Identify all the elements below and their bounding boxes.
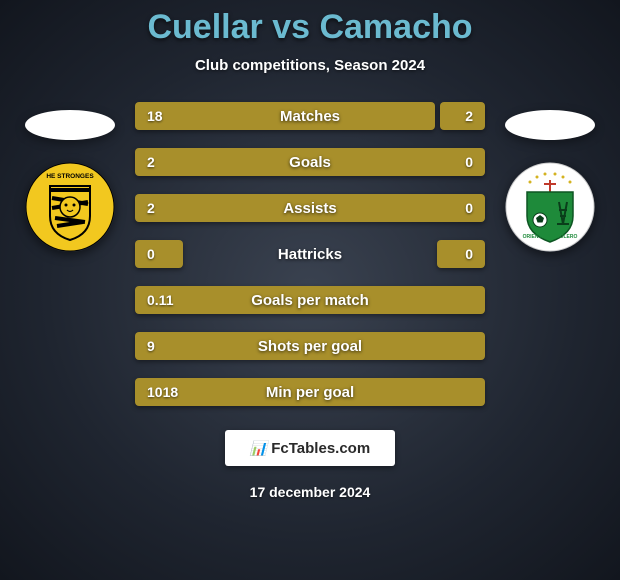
stat-bar-full: 0.11 xyxy=(135,286,485,314)
player-right-silhouette xyxy=(505,110,595,140)
comparison-subtitle: Club competitions, Season 2024 xyxy=(0,57,620,74)
stat-row: 20Assists xyxy=(135,194,485,222)
infographic-date: 17 december 2024 xyxy=(0,484,620,500)
stat-row: 1018Min per goal xyxy=(135,378,485,406)
stat-value-left: 0.11 xyxy=(147,292,173,308)
stat-bar-right: 2 xyxy=(440,102,485,130)
stat-value-right: 2 xyxy=(465,108,473,124)
stat-row: 0 0Hattricks xyxy=(135,240,485,268)
stat-bar-left: 18 xyxy=(135,102,435,130)
stat-row: 9Shots per goal xyxy=(135,332,485,360)
oriente-petrolero-badge: ORIENTE PETROLERO xyxy=(505,162,595,252)
stat-row: 0.11Goals per match xyxy=(135,286,485,314)
player-right-col: ORIENTE PETROLERO xyxy=(495,102,605,252)
stat-label: Hattricks xyxy=(135,246,485,263)
badge-left-text: HE STRONGES xyxy=(46,173,94,180)
chart-icon: 📊 xyxy=(250,440,267,457)
badge-right-text: ORIENTE PETROLERO xyxy=(523,234,578,240)
stat-bar-left: 0 xyxy=(135,240,183,268)
stat-value-left: 2 xyxy=(147,200,155,216)
stat-bar-full: 20 xyxy=(135,148,485,176)
footer-brand-text: FcTables.com xyxy=(271,440,370,457)
comparison-title: Cuellar vs Camacho xyxy=(0,8,620,47)
player-left-col: HE STRONGES xyxy=(15,102,125,252)
stat-value-right: 0 xyxy=(465,246,473,262)
stat-value-right: 0 xyxy=(465,200,485,216)
stat-value-left: 2 xyxy=(147,154,155,170)
player-left-silhouette xyxy=(25,110,115,140)
the-strongest-icon: HE STRONGES xyxy=(25,162,115,252)
stat-value-left: 9 xyxy=(147,338,155,354)
stat-row: 182Matches xyxy=(135,102,485,130)
stat-row: 20Goals xyxy=(135,148,485,176)
stat-value-left: 18 xyxy=(147,108,163,124)
stat-bar-full: 1018 xyxy=(135,378,485,406)
stat-bar-full: 20 xyxy=(135,194,485,222)
stat-bar-full: 9 xyxy=(135,332,485,360)
stat-value-left: 0 xyxy=(147,246,155,262)
stat-bar-right: 0 xyxy=(437,240,485,268)
the-strongest-badge: HE STRONGES xyxy=(25,162,115,252)
stats-column: 182Matches20Goals20Assists00Hattricks0.1… xyxy=(125,102,495,406)
oriente-petrolero-icon: ORIENTE PETROLERO xyxy=(505,162,595,252)
stat-value-left: 1018 xyxy=(147,384,178,400)
main-row: HE STRONGES 182Matches20Goals20Assists00… xyxy=(0,102,620,406)
fctables-logo: 📊 FcTables.com xyxy=(225,430,395,466)
stat-value-right: 0 xyxy=(465,154,485,170)
